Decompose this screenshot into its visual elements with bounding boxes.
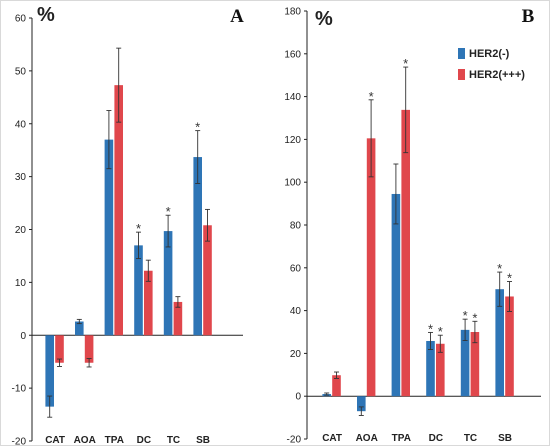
panel-a-category-label: TPA (105, 435, 124, 446)
panel-b-significance-star: * (497, 261, 502, 276)
panel-b-y-tick-label: -20 (287, 435, 302, 446)
panel-a-bar-tpa-her2-pos (114, 85, 123, 335)
panel-b-significance-star: * (463, 308, 468, 323)
panel-a-y-tick-label: 60 (15, 14, 27, 25)
panel-b-category-label: CAT (322, 433, 342, 444)
panel-b-y-tick-label: 80 (290, 221, 302, 232)
panel-b-significance-star: * (507, 270, 512, 285)
panel-b-y-tick-label: 100 (284, 178, 301, 189)
chart-legend: HER2(-) HER2(+++) (458, 48, 525, 81)
panel-b-significance-star: * (428, 321, 433, 336)
panel-a-significance-star: * (195, 120, 200, 135)
panel-a-category-label: SB (196, 435, 210, 446)
panel-a-y-tick-label: -10 (12, 384, 27, 395)
panel-a-y-tick-label: 40 (15, 119, 27, 130)
panel-a-category-label: TC (167, 435, 180, 446)
panel-b-significance-star: * (472, 310, 477, 325)
panel-a-y-tick-label: 10 (15, 278, 27, 289)
panel-b-y-tick-label: 60 (290, 263, 302, 274)
panel-b-category-label: TPA (392, 433, 411, 444)
panel-a-y-label: % (37, 4, 55, 26)
panel-b-y-tick-label: 0 (295, 392, 301, 403)
panel-b-y-tick-label: 140 (284, 92, 301, 103)
panel-a-letter: A (230, 6, 244, 27)
panel-a-y-tick-label: 30 (15, 172, 27, 183)
panel-b-category-label: SB (498, 433, 512, 444)
panel-a-category-label: DC (137, 435, 151, 446)
panel-b-y-tick-label: 180 (284, 7, 301, 18)
panel-b-y-tick-label: 40 (290, 306, 302, 317)
panel-b-y-tick-label: 120 (284, 135, 301, 146)
panel-a-y-tick-label: 0 (20, 331, 26, 342)
panel-a-significance-star: * (166, 204, 171, 219)
panel-a-y-tick-label: -20 (12, 437, 27, 447)
panel-b-category-label: DC (429, 433, 443, 444)
panel-a-category-label: CAT (45, 435, 65, 446)
panel-b-y-label: % (315, 8, 333, 30)
panel-b-significance-star: * (403, 56, 408, 71)
panel-a-y-tick-label: 20 (15, 225, 27, 236)
panel-a-category-label: AOA (74, 435, 96, 446)
panel-a-significance-star: * (136, 221, 141, 236)
panel-b-category-label: TC (464, 433, 477, 444)
panel-b-letter: B (522, 6, 535, 27)
panel-b-y-tick-label: 20 (290, 349, 302, 360)
legend-swatch-her2-pos (458, 69, 465, 80)
panel-b-significance-star: * (369, 89, 374, 104)
panel-a-y-tick-label: 50 (15, 66, 27, 77)
legend-label-her2-neg: HER2(-) (469, 48, 510, 60)
panel-b-category-label: AOA (356, 433, 378, 444)
panel-a-bar-sb-her2-pos (203, 225, 212, 335)
panel-b-y-tick-label: 160 (284, 49, 301, 60)
legend-label-her2-pos: HER2(+++) (469, 69, 525, 81)
panel-a-chart: -20 -10 0 10 20 30 40 50 60% A CAT AOA TPA * DC * TC * SB (12, 4, 245, 447)
panel-b-significance-star: * (438, 324, 443, 339)
legend-swatch-her2-neg (458, 48, 465, 59)
